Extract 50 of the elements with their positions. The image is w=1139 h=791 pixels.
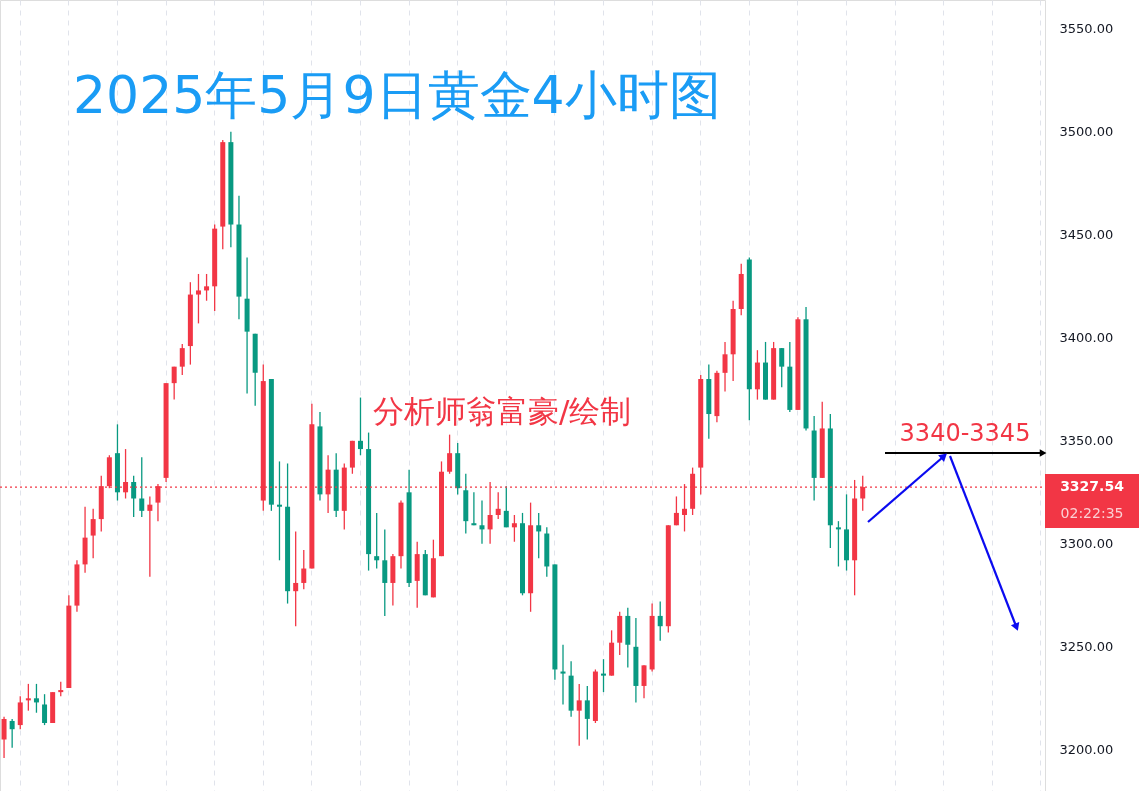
candlestick xyxy=(601,658,607,693)
candlestick xyxy=(131,475,137,518)
candlestick xyxy=(657,600,663,642)
y-tick-label: 3200.00 xyxy=(1059,742,1114,758)
candlestick xyxy=(641,664,647,699)
y-tick-label: 3550.00 xyxy=(1059,21,1114,37)
candlestick xyxy=(204,273,210,302)
candlestick xyxy=(560,644,566,706)
candlestick xyxy=(25,683,31,712)
candlestick xyxy=(1,716,7,759)
annotation: 3340-3345 xyxy=(899,419,1031,447)
candlestick xyxy=(33,683,39,714)
candlestick xyxy=(673,495,679,526)
candlestick xyxy=(179,343,185,376)
candlestick xyxy=(276,460,282,561)
y-tick-label: 3500.00 xyxy=(1059,124,1114,140)
y-tick-label: 3450.00 xyxy=(1059,227,1114,243)
y-tick-label: 3400.00 xyxy=(1059,330,1114,346)
candlestick xyxy=(835,520,841,568)
candlestick xyxy=(293,530,299,627)
candlestick xyxy=(479,499,485,545)
candlestick xyxy=(471,491,477,526)
candlestick xyxy=(357,396,363,456)
y-tick-label: 3250.00 xyxy=(1059,639,1114,655)
candlestick xyxy=(495,491,501,520)
candlestick xyxy=(171,366,177,401)
candlestick xyxy=(382,528,388,617)
candlestick xyxy=(9,718,15,749)
candlestick xyxy=(511,514,517,543)
candlestick xyxy=(536,512,542,559)
y-tick-label: 3300.00 xyxy=(1059,536,1114,552)
candlestick xyxy=(139,456,145,518)
candlestick xyxy=(503,485,509,528)
annotation: 分析师翁富豪/绘制 xyxy=(373,393,632,429)
candlestick xyxy=(42,693,48,726)
y-tick-label: 3350.00 xyxy=(1059,433,1114,449)
candlestick xyxy=(301,549,307,590)
candlestick xyxy=(447,433,453,475)
ref-line-label: 3327.54 xyxy=(1060,478,1125,495)
candlestick xyxy=(722,341,728,393)
candlestick xyxy=(584,685,590,741)
candlestick xyxy=(147,495,153,578)
candlestick xyxy=(576,683,582,747)
text: 02:22:35 xyxy=(1060,505,1124,522)
candlestick xyxy=(779,347,785,388)
candlestick xyxy=(374,512,380,570)
candlestick xyxy=(195,273,201,325)
candlestick xyxy=(17,695,23,730)
candlestick xyxy=(90,508,96,559)
text: 2025年5月9日黄金4小时图 xyxy=(73,65,721,125)
